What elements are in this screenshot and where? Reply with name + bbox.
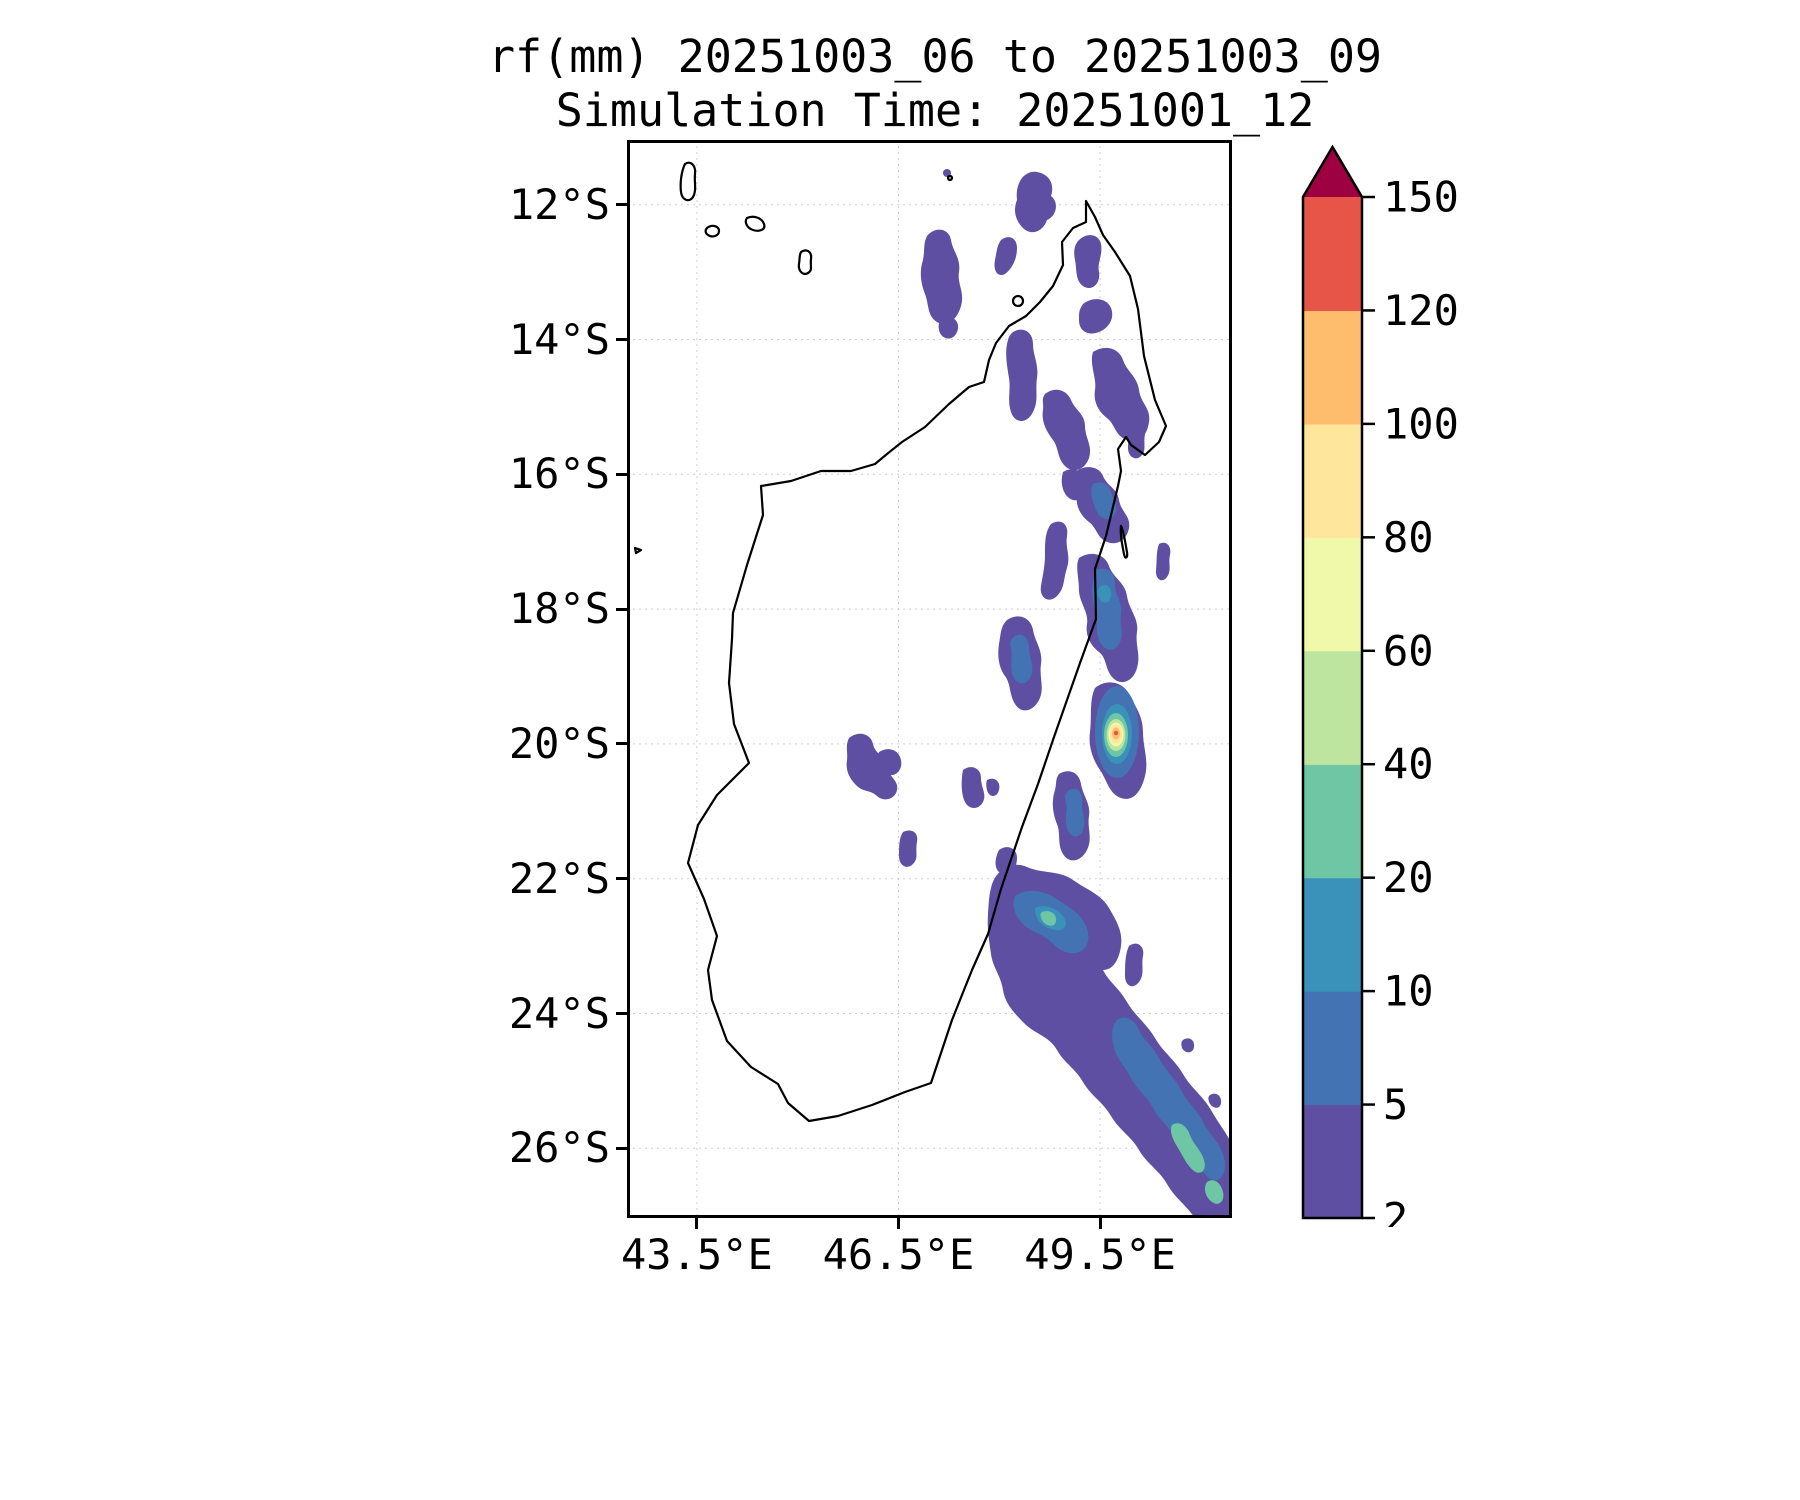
x-tick-label: 49.5°E: [1024, 1230, 1176, 1279]
mayotte-island: [797, 249, 813, 275]
x-tick-label: 46.5°E: [822, 1230, 975, 1279]
rain-patch: [1097, 585, 1112, 603]
rain-patch: [1074, 235, 1102, 289]
rain-patch: [1091, 482, 1117, 520]
y-tick-label: 14°S: [508, 314, 610, 364]
y-tick-label: 22°S: [508, 853, 610, 903]
rain-patch: [938, 316, 959, 339]
y-tick-label: 18°S: [508, 584, 610, 634]
y-tick-label: 12°S: [508, 179, 610, 229]
x-tick-label: 43.5°E: [621, 1230, 773, 1279]
rain-patch: [986, 778, 1000, 796]
rain-patch: [899, 830, 918, 867]
y-tick-mark: [616, 607, 627, 611]
rain-patch: [1208, 1093, 1222, 1108]
y-tick-mark: [616, 338, 627, 341]
colorbar-segment: [1303, 310, 1362, 425]
rain-patch: [1015, 171, 1056, 233]
y-tick-mark: [616, 742, 627, 746]
colorbar: 2 5 10 20 40 60 80 100 120 150: [1301, 144, 1459, 1228]
colorbar-tick-label: 10: [1383, 967, 1434, 1016]
rain-cell-core: [1113, 730, 1119, 736]
rain-patch: [961, 767, 985, 808]
y-tick-mark: [616, 877, 627, 881]
map-canvas: [627, 140, 1232, 1218]
rain-patch: [1125, 943, 1144, 987]
y-tick-label: 24°S: [508, 988, 610, 1038]
rain-patch: [1065, 788, 1085, 837]
rain-patch: [1127, 420, 1146, 459]
colorbar-segment: [1303, 991, 1362, 1106]
rain-patch: [1181, 1038, 1195, 1053]
chart-subtitle: Simulation Time: 20251001_12: [555, 84, 1315, 137]
rainfall-contours: [846, 169, 1232, 1218]
rain-patch: [1155, 542, 1171, 581]
rain-patch: [920, 229, 963, 325]
grande-comore-island: [679, 161, 697, 202]
colorbar-segment: [1303, 537, 1362, 652]
rain-patch: [1079, 299, 1113, 334]
colorbar-tick-label: 100: [1383, 399, 1459, 448]
y-tick-label: 26°S: [508, 1123, 610, 1173]
glorioso-islet: [946, 174, 954, 182]
rain-speck: [943, 169, 951, 177]
y-tick-label: 16°S: [508, 449, 610, 499]
y-tick-mark: [616, 203, 627, 207]
small-islet: [633, 546, 643, 555]
rain-patch: [1204, 1180, 1224, 1204]
y-tick-mark: [616, 1146, 627, 1150]
y-tick-mark: [616, 1012, 627, 1015]
colorbar-extend-triangle: [1303, 147, 1362, 197]
x-tick-mark: [1098, 1218, 1102, 1229]
coastlines: [633, 161, 1168, 1123]
rain-patch: [1006, 329, 1038, 421]
nosy-be-island: [1011, 294, 1025, 308]
rain-patch: [1040, 521, 1069, 600]
colorbar-segment: [1303, 197, 1362, 312]
x-tick-mark: [896, 1218, 900, 1229]
rain-patch: [846, 733, 898, 800]
madagascar-coastline: [686, 199, 1168, 1123]
colorbar-tick-label: 2: [1383, 1194, 1408, 1228]
rain-patch: [1112, 1017, 1225, 1181]
colorbar-tick-label: 5: [1383, 1080, 1408, 1129]
rain-patch: [1040, 911, 1057, 926]
rain-patch: [1091, 347, 1150, 442]
rain-patch: [877, 749, 902, 776]
rain-patch: [1170, 1123, 1205, 1173]
colorbar-tick-label: 20: [1383, 853, 1434, 902]
colorbar-tick-label: 120: [1383, 286, 1459, 335]
colorbar-tick-label: 40: [1383, 740, 1434, 789]
colorbar-tick-label: 80: [1383, 513, 1434, 562]
rain-patch: [994, 237, 1017, 276]
moheli-island: [704, 224, 721, 238]
rain-patch: [1042, 389, 1091, 471]
colorbar-segment: [1303, 877, 1362, 992]
colorbar-segment: [1303, 423, 1362, 538]
sainte-marie-island: [1119, 524, 1129, 559]
x-tick-mark: [695, 1218, 699, 1229]
colorbar-tick-label: 60: [1383, 626, 1434, 675]
colorbar-tick-label: 150: [1383, 173, 1459, 222]
colorbar-segment: [1303, 1104, 1362, 1219]
colorbar-segment: [1303, 650, 1362, 765]
colorbar-segment: [1303, 764, 1362, 879]
map-plot-area: [627, 140, 1232, 1218]
y-tick-label: 20°S: [508, 718, 610, 768]
anjouan-island: [744, 215, 766, 232]
rain-patch: [1010, 634, 1033, 684]
y-tick-mark: [616, 472, 627, 476]
colorbar-outline: [1301, 144, 1364, 1220]
chart-title: rf(mm) 20251003_06 to 20251003_09: [487, 30, 1383, 83]
